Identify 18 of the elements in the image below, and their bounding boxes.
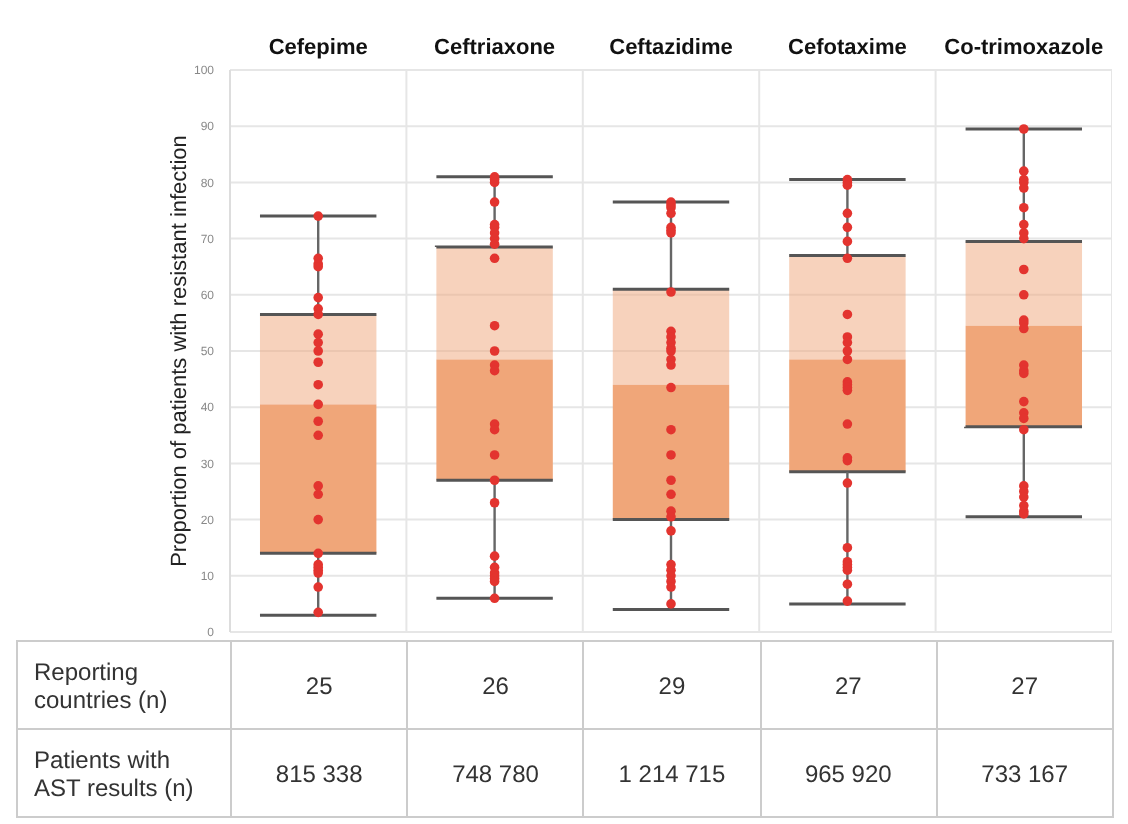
text: 27: [760, 641, 937, 729]
text: 1 214 715: [583, 729, 761, 817]
text: Reporting countries (n): [17, 641, 231, 729]
y-axis-title: Proportion of patients with resistant infection: [167, 135, 192, 567]
x-tick-label: Ceftazidime: [609, 36, 733, 60]
text: 965 920: [760, 729, 937, 817]
x-tick-label: Cefotaxime: [788, 36, 907, 60]
text: 748 780: [407, 729, 584, 817]
x-tick-label: Ceftriaxone: [434, 36, 556, 60]
text: 25: [231, 641, 408, 729]
text: 29: [583, 641, 761, 729]
text: Patients with AST results (n): [17, 729, 231, 817]
text: 26: [407, 641, 584, 729]
text: 27: [936, 641, 1113, 729]
x-tick-label: Co-trimoxazole: [944, 36, 1104, 60]
x-tick-label: Cefepime: [268, 36, 368, 60]
text: 815 338: [231, 729, 408, 817]
text: 733 167: [936, 729, 1113, 817]
